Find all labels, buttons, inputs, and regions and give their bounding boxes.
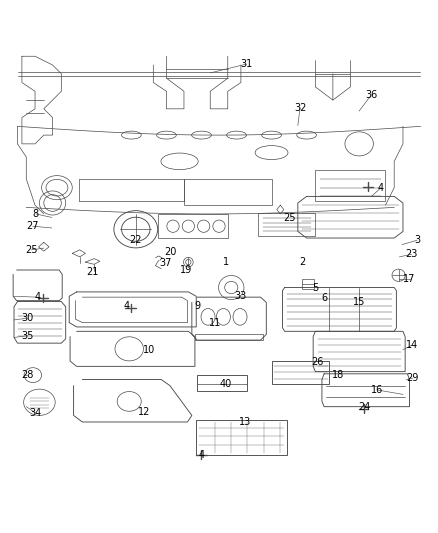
Text: 19: 19 (180, 265, 192, 275)
Text: 34: 34 (30, 408, 42, 418)
Text: 28: 28 (21, 370, 33, 380)
Text: 11: 11 (208, 318, 221, 328)
Text: 3: 3 (414, 235, 420, 245)
Text: 20: 20 (165, 247, 177, 257)
Text: 14: 14 (406, 341, 418, 350)
Text: 36: 36 (365, 90, 378, 100)
Bar (158, 214, 228, 238)
Text: 25: 25 (283, 213, 295, 223)
Text: 5: 5 (312, 282, 318, 293)
Text: 30: 30 (21, 313, 33, 323)
Text: 31: 31 (240, 59, 252, 69)
Text: 4: 4 (378, 183, 384, 192)
Text: 18: 18 (332, 370, 344, 380)
Text: 16: 16 (371, 385, 384, 395)
Text: 33: 33 (234, 291, 246, 301)
Text: 12: 12 (138, 407, 151, 417)
Text: 23: 23 (406, 249, 418, 259)
Text: 4: 4 (34, 292, 40, 302)
Text: 10: 10 (143, 345, 155, 355)
Text: 37: 37 (159, 258, 172, 268)
Text: 9: 9 (194, 301, 200, 311)
Text: 21: 21 (87, 266, 99, 277)
Bar (195, 334, 263, 340)
Text: 2: 2 (299, 257, 305, 267)
Bar (302, 279, 314, 289)
Bar (184, 179, 272, 205)
Text: 26: 26 (311, 357, 324, 367)
Bar (272, 361, 329, 384)
Text: 24: 24 (358, 402, 371, 411)
Bar (258, 213, 315, 236)
Text: 6: 6 (321, 293, 327, 303)
Text: 29: 29 (406, 373, 419, 383)
Bar (315, 170, 385, 201)
Bar (197, 375, 247, 391)
Bar (196, 420, 287, 455)
Text: 4: 4 (198, 450, 205, 460)
Text: 35: 35 (21, 330, 33, 341)
Text: 17: 17 (403, 274, 416, 284)
Text: 8: 8 (33, 209, 39, 219)
Text: 4: 4 (124, 301, 130, 311)
Text: 40: 40 (219, 379, 232, 389)
Text: 22: 22 (130, 235, 142, 245)
Text: 1: 1 (223, 257, 229, 267)
Text: 32: 32 (294, 103, 306, 113)
Text: 25: 25 (25, 245, 38, 255)
Text: 13: 13 (239, 417, 251, 427)
Text: 27: 27 (27, 221, 39, 231)
Text: 15: 15 (353, 297, 365, 308)
